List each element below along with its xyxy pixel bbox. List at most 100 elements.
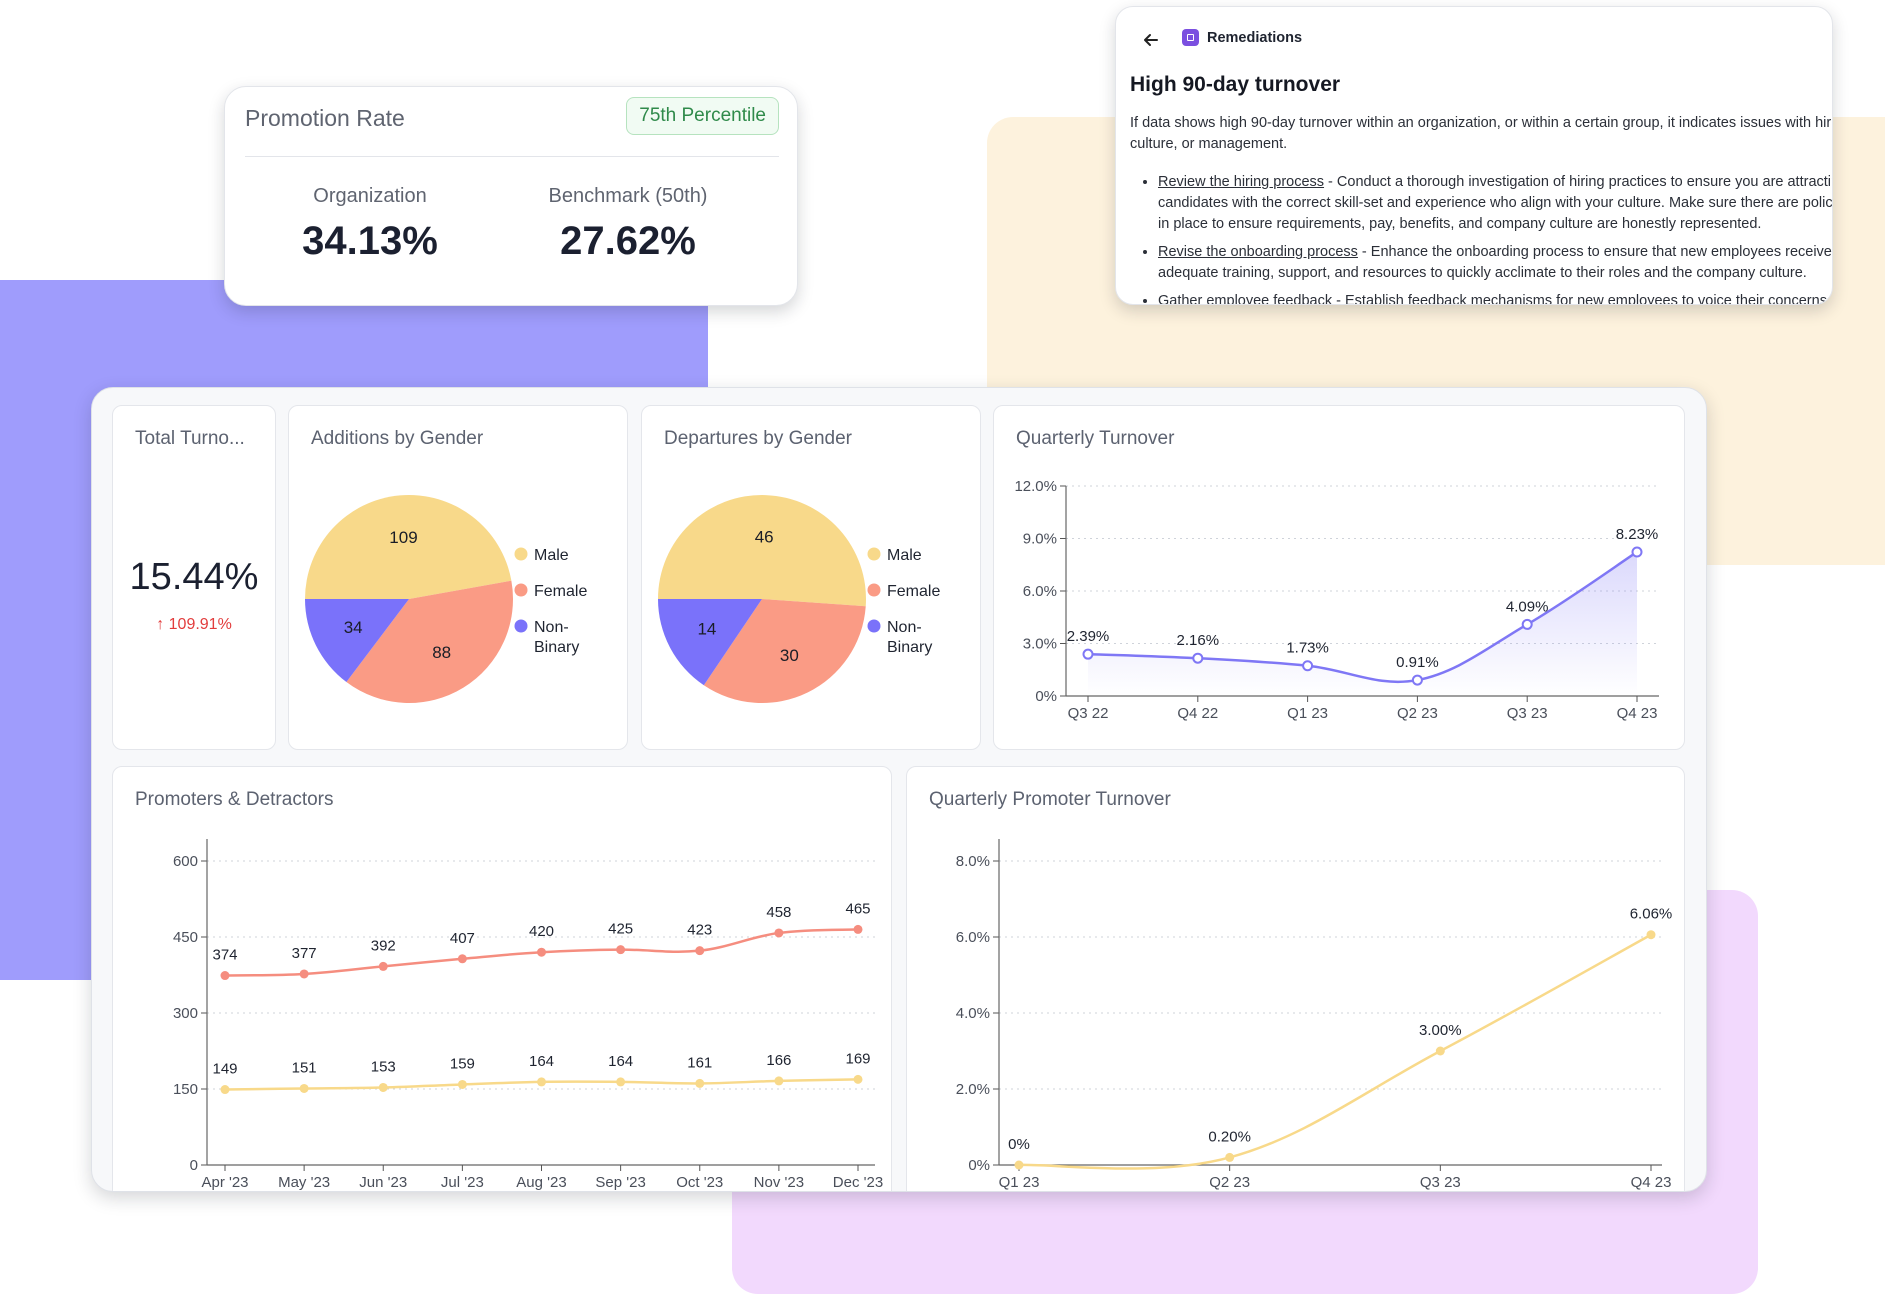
data-label: 392	[371, 937, 396, 954]
legend-label-line: Non-	[534, 619, 569, 636]
quarterly-promoter-panel[interactable]: Quarterly Promoter Turnover 0% 2.0% 4.0% 6.…	[906, 766, 1685, 1191]
legend-label: Non- Binary	[887, 619, 932, 656]
gather-feedback-link[interactable]: Gather employee feedback	[1158, 293, 1333, 305]
departures-pie-chart: 46 30 14 Male Female Non- Binary	[658, 495, 940, 703]
card-divider	[245, 156, 779, 157]
legend-swatch	[514, 619, 528, 633]
legend-label: Male	[887, 547, 922, 564]
promoters-detractors-chart: 0 150 300 450 600 Apr '23 May '23 Jun '23 Jul '2…	[173, 839, 883, 1191]
promoters-detractors-panel[interactable]: Promoters & Detractors 0 150 300 450 600 Apr …	[112, 766, 892, 1191]
data-point	[537, 947, 546, 957]
y-tick-label: 450	[173, 929, 198, 946]
data-point	[1192, 652, 1204, 664]
legend-swatch	[514, 547, 528, 561]
data-label: 153	[371, 1058, 396, 1075]
x-tick-label: Q4 23	[1631, 1174, 1672, 1191]
data-label: 151	[292, 1059, 317, 1076]
legend-label: Female	[887, 583, 940, 600]
x-tick-label: Aug '23	[516, 1174, 566, 1191]
organization-value: 34.13%	[302, 219, 438, 263]
remediation-step: Review the hiring process - Conduct a th…	[1158, 172, 1833, 235]
data-point	[616, 945, 626, 955]
data-label: 423	[687, 922, 712, 939]
pie-value-label: 30	[780, 646, 799, 665]
organization-label: Organization	[313, 185, 427, 207]
x-tick-label: Nov '23	[754, 1174, 804, 1191]
legend-swatch	[867, 547, 881, 561]
data-label: 161	[687, 1054, 712, 1071]
data-label: 0.20%	[1208, 1128, 1251, 1145]
pie-value-label: 109	[389, 528, 417, 547]
area-fill	[1088, 551, 1637, 696]
legend-label-line: Male	[534, 547, 569, 564]
remediations-breadcrumb[interactable]: Remediations	[1182, 29, 1302, 46]
remediation-step-text: - Establish feedback mechanisms for new …	[1332, 293, 1831, 305]
quarterly-promoter-chart: 0% 2.0% 4.0% 6.0% 8.0% Q1 23 Q2 23 Q3 23 Q4 23 0%…	[956, 839, 1672, 1191]
additions-panel[interactable]: Additions by Gender 109 88 34 Male Female Non…	[288, 405, 628, 750]
x-tick-label: Q2 23	[1397, 705, 1438, 722]
remediation-step-text: - Conduct a thorough investigation of hi…	[1158, 174, 1833, 232]
series-line	[1018, 933, 1652, 1170]
quarterly-turnover-panel[interactable]: Quarterly Turnover 0% 3.0% 6.0% 9.0% 12.0% Q3…	[993, 405, 1685, 750]
pie-slice	[305, 599, 409, 683]
data-point	[378, 961, 388, 971]
y-tick-label: 150	[173, 1081, 198, 1098]
y-tick-label: 6.0%	[1023, 583, 1057, 600]
y-tick-label: 300	[173, 1005, 198, 1022]
total-turnover-panel[interactable]: Total Turno... 15.44% ↑ 109.91%	[112, 405, 276, 750]
data-point	[457, 954, 467, 964]
data-label: 149	[212, 1061, 237, 1078]
data-label: 1.73%	[1286, 640, 1329, 657]
x-tick-label: Jul '23	[441, 1174, 484, 1191]
total-turnover-change: ↑ 109.91%	[113, 616, 275, 634]
total-turnover-value: 15.44%	[129, 556, 259, 598]
benchmark-value: 27.62%	[560, 219, 696, 263]
x-tick-label: May '23	[278, 1174, 330, 1191]
legend-label-line: Male	[887, 547, 922, 564]
data-label: 407	[450, 930, 475, 947]
dashboard-frame: Total Turno... 15.44% ↑ 109.91% Addition…	[91, 387, 1707, 1192]
y-tick-label: 0%	[1035, 688, 1057, 705]
data-label: 374	[212, 947, 237, 964]
additions-title: Additions by Gender	[311, 428, 484, 449]
departures-title: Departures by Gender	[664, 428, 852, 449]
data-label: 8.23%	[1616, 526, 1659, 543]
departures-panel[interactable]: Departures by Gender 46 30 14 Male Female Non…	[641, 405, 981, 750]
data-label: 2.39%	[1067, 628, 1110, 645]
legend-swatch	[514, 583, 528, 597]
remediations-label: Remediations	[1207, 29, 1303, 46]
data-label: 164	[608, 1053, 633, 1070]
change-value: 109.91%	[168, 616, 232, 633]
data-point	[774, 928, 784, 938]
y-tick-label: 6.0%	[956, 929, 990, 946]
data-label: 0%	[1008, 1136, 1030, 1153]
data-label: 2.16%	[1177, 632, 1220, 649]
legend-label: Non- Binary	[534, 619, 579, 656]
back-button[interactable]	[1138, 27, 1164, 53]
legend-label-line: Female	[887, 583, 940, 600]
data-point	[1631, 546, 1643, 558]
data-label: 3.00%	[1419, 1022, 1462, 1039]
legend-label: Male	[534, 547, 569, 564]
data-label: 164	[529, 1053, 554, 1070]
remediation-step: Revise the onboarding process - Enhance …	[1158, 242, 1832, 284]
data-point	[1435, 1046, 1445, 1056]
remediation-step-text: - Enhance the onboarding process to ensu…	[1158, 244, 1832, 281]
data-point	[695, 946, 705, 956]
additions-pie-chart: 109 88 34 Male Female Non- Binary	[305, 494, 587, 704]
data-point	[1225, 1152, 1235, 1162]
data-point	[695, 1078, 705, 1088]
remediation-step: Gather employee feedback - Establish fee…	[1158, 291, 1832, 305]
data-label: 420	[529, 923, 554, 940]
legend-label-line: Non-	[887, 619, 922, 636]
pie-value-label: 34	[344, 618, 363, 637]
pie-slice	[305, 494, 512, 599]
revise-onboarding-link[interactable]: Revise the onboarding process	[1158, 244, 1358, 260]
promotion-rate-card: Promotion Rate 75th Percentile Organizat…	[224, 86, 798, 306]
data-point	[299, 1083, 309, 1093]
data-label: 169	[845, 1050, 870, 1067]
review-hiring-link[interactable]: Review the hiring process	[1158, 174, 1325, 190]
y-tick-label: 2.0%	[956, 1081, 990, 1098]
data-label: 465	[845, 900, 870, 917]
x-tick-label: Q4 22	[1177, 705, 1218, 722]
